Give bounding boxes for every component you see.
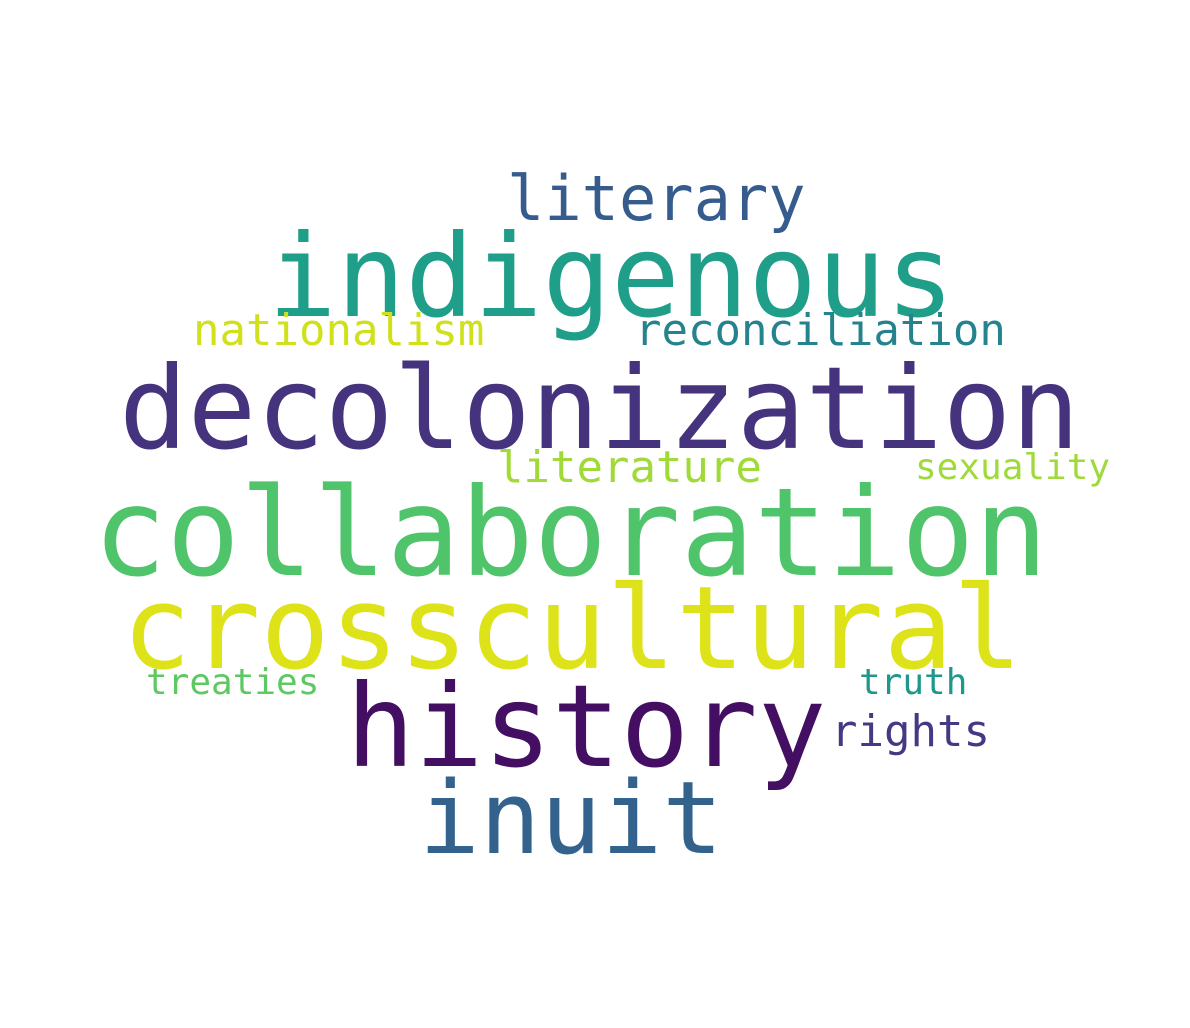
word-history: history: [346, 660, 827, 793]
word-literary: literary: [507, 162, 806, 235]
word-inuit: inuit: [419, 759, 724, 877]
word-indigenous: indigenous: [268, 210, 955, 343]
word-treaties: treaties: [146, 662, 320, 703]
word-nationalism: nationalism: [193, 305, 485, 356]
word-reconciliation: reconciliation: [635, 305, 1006, 356]
word-truth: truth: [859, 662, 968, 703]
word-decolonization: decolonization: [119, 342, 1080, 475]
word-collaboration: collaboration: [93, 462, 1048, 604]
word-rights: rights: [831, 706, 990, 757]
word-crosscultural: crosscultural: [122, 562, 1023, 696]
word-sexuality: sexuality: [915, 447, 1111, 488]
word-literature: literature: [497, 442, 762, 493]
